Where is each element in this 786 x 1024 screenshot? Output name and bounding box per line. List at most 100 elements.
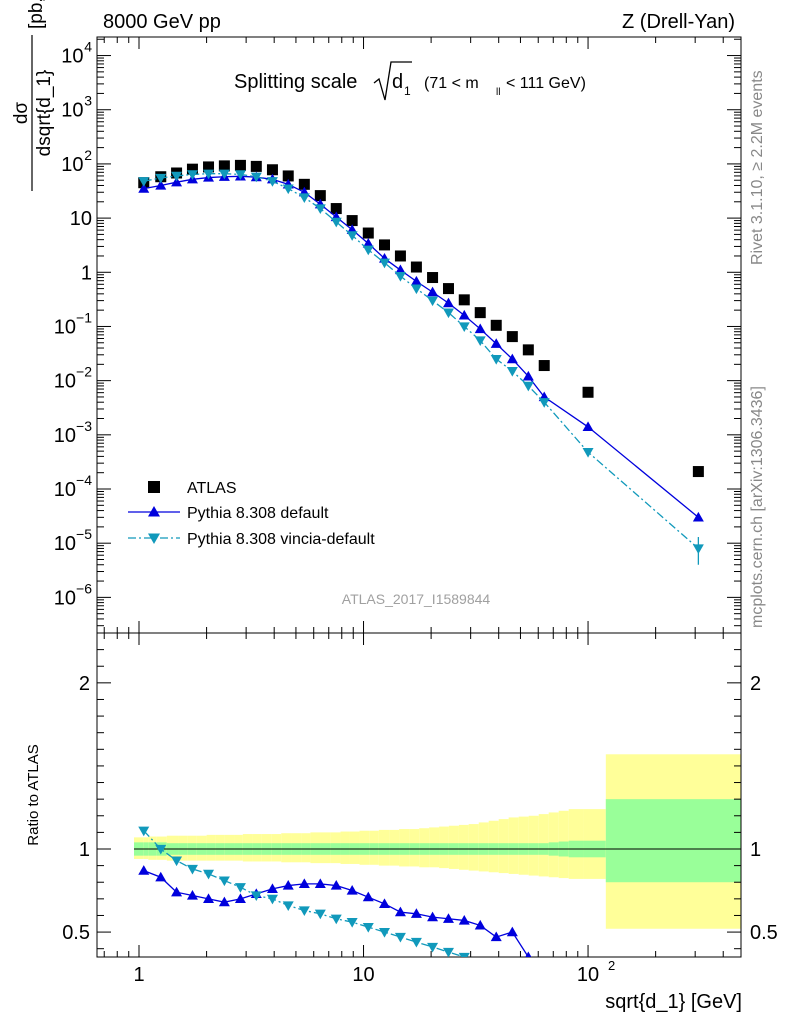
- y-tick-label: 10: [54, 587, 76, 609]
- series-point-2: [427, 296, 439, 307]
- ratio-point-2: [458, 952, 470, 957]
- series-point-1: [506, 353, 518, 364]
- ratio-point-2: [330, 914, 342, 925]
- series-point-2: [538, 398, 550, 408]
- y-tick-label: 10: [54, 371, 76, 393]
- series-point-1: [458, 309, 470, 320]
- series-point-2: [155, 173, 167, 184]
- atlas-data-point: [506, 331, 518, 343]
- analysis-id: ATLAS_2017_I1589844: [342, 591, 491, 607]
- ratio-point-1: [442, 913, 454, 923]
- ratio-point-1: [427, 911, 439, 922]
- legend-marker-atlas: [148, 481, 160, 493]
- sqrt-sign: [373, 61, 412, 101]
- ratio-point-1: [203, 893, 215, 903]
- ratio-point-1: [298, 878, 310, 889]
- series-point-2: [362, 245, 374, 256]
- y-tick-label: 10: [61, 154, 83, 176]
- ratio-point-1: [474, 919, 486, 930]
- atlas-data-point: [379, 239, 391, 251]
- series-point-1: [138, 183, 150, 193]
- header-right: Z (Drell-Yan): [622, 11, 735, 33]
- series-point-1: [394, 264, 406, 275]
- ratio-plot-frame: [96, 632, 742, 958]
- atlas-data-point: [474, 307, 486, 319]
- ylabel-den: dsqrt{d_1}: [34, 70, 55, 157]
- atlas-data-point: [490, 319, 502, 331]
- atlas-data-point: [522, 344, 534, 356]
- plot-title: Splitting scale d 1 (71 < m ll < 111 GeV…: [234, 61, 586, 101]
- series-point-2: [171, 171, 183, 182]
- series-point-2: [314, 204, 326, 215]
- y-tick-label-exp: −3: [76, 418, 92, 434]
- atlas-data-point: [250, 160, 262, 172]
- series-point-1: [582, 421, 594, 432]
- atlas-data-point: [330, 203, 342, 215]
- series-line-1: [143, 175, 699, 518]
- ratio-point-1: [346, 885, 358, 895]
- series-point-1: [362, 237, 374, 248]
- series-point-2: [490, 354, 502, 365]
- ratio-point-1: [506, 926, 518, 937]
- y-tick-label-exp: 3: [84, 93, 92, 109]
- ratio-point-2: [539, 986, 550, 996]
- title-cut-close: < 111 GeV): [506, 75, 586, 92]
- ratio-point-1: [458, 914, 470, 925]
- series-point-1: [410, 275, 422, 286]
- y-tick-label-exp: −4: [76, 472, 92, 488]
- y-tick-label: 10: [61, 46, 83, 68]
- atlas-data-point: [692, 466, 704, 478]
- series-point-2: [458, 322, 470, 332]
- ratio-point-1: [171, 886, 183, 897]
- ratio-ylabel: Ratio to ATLAS: [25, 744, 42, 845]
- y-tick-label-exp: −6: [76, 580, 92, 596]
- series-point-1: [522, 370, 534, 381]
- ratio-line-2: [143, 830, 467, 957]
- atlas-data-point: [410, 261, 422, 273]
- ratio-point-2: [155, 844, 167, 855]
- ratio-point-2: [410, 937, 422, 948]
- series-point-1: [474, 323, 486, 334]
- plot-title-text: Splitting scale: [234, 71, 357, 93]
- series-point-2: [298, 193, 310, 203]
- ratio-point-1: [394, 906, 406, 917]
- title-cut-open: (71 < m: [424, 75, 479, 92]
- atlas-data-point: [362, 227, 374, 239]
- series-point-2: [522, 381, 534, 392]
- ratio-y-tick-label: 1: [750, 839, 761, 861]
- x-tick-label: 10: [352, 964, 374, 986]
- ratio-point-2: [203, 869, 215, 880]
- atlas-data-point: [538, 360, 550, 372]
- legend-label-1: Pythia 8.308 default: [187, 505, 329, 522]
- series-point-2: [138, 177, 150, 187]
- y-tick-label-exp: −2: [76, 364, 92, 380]
- x-tick-label: 1: [133, 964, 144, 986]
- y-tick-label: 10: [54, 533, 76, 555]
- atlas-data-point: [298, 178, 310, 190]
- y-tick-label-exp: −5: [76, 526, 92, 542]
- y-tick-label-exp: 2: [84, 147, 92, 163]
- ratio-point-2: [362, 922, 374, 933]
- mcplots-label: mcplots.cern.ch [arXiv:1306.3436]: [749, 386, 766, 628]
- ratio-point-1: [539, 960, 550, 970]
- series-point-2: [394, 271, 406, 282]
- atlas-data-point: [314, 190, 326, 202]
- title-root-sub: 1: [404, 84, 411, 98]
- atlas-data-point: [282, 170, 294, 182]
- main-series-layer: [138, 159, 704, 565]
- ratio-point-1: [490, 931, 502, 942]
- ratio-series-layer: [138, 826, 550, 996]
- atlas-data-point: [218, 160, 230, 172]
- series-point-2: [442, 308, 454, 319]
- y-tick-label: 10: [54, 479, 76, 501]
- atlas-data-point: [266, 164, 278, 176]
- ratio-point-1: [330, 880, 342, 890]
- y-tick-label: 10: [54, 316, 76, 338]
- series-point-2: [186, 170, 198, 180]
- ratio-point-1: [234, 893, 246, 903]
- ratio-point-1: [282, 880, 294, 890]
- series-line-2: [143, 173, 699, 549]
- series-point-2: [506, 366, 518, 377]
- ratio-point-1: [186, 890, 198, 900]
- ratio-line-1: [143, 869, 530, 957]
